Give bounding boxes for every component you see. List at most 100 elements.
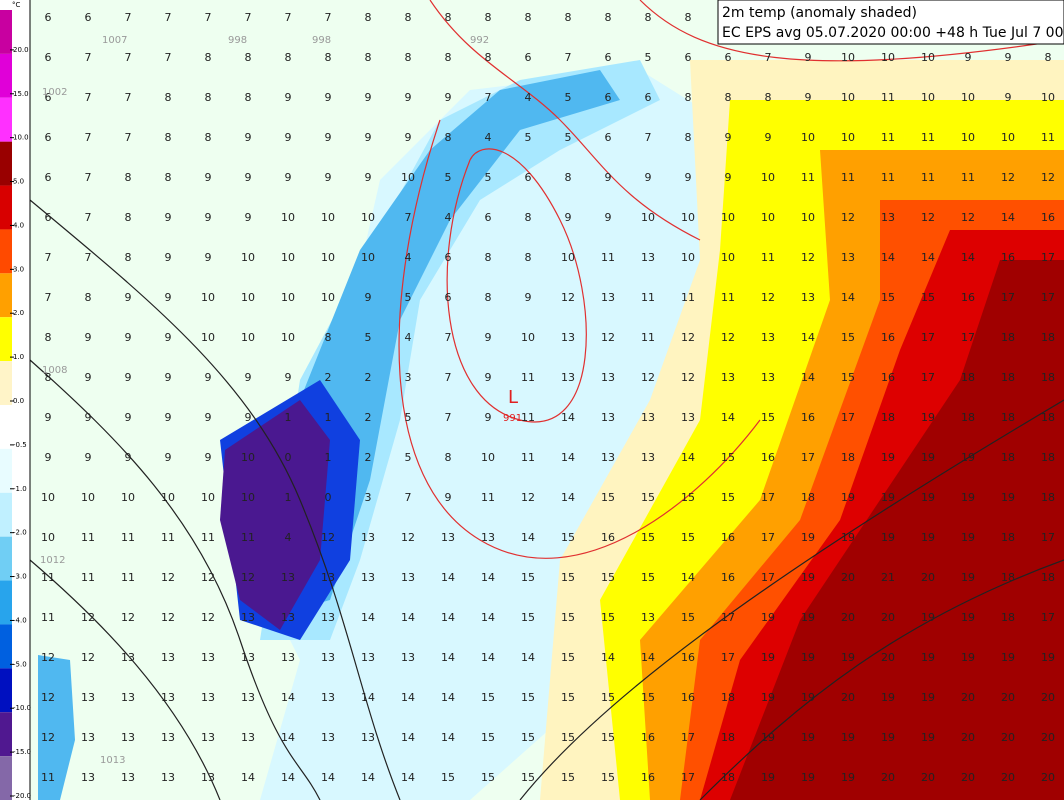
colorbar-label: 3.0 — [13, 265, 24, 273]
temperature-value: 12 — [801, 251, 815, 264]
temperature-value: 17 — [1041, 531, 1055, 544]
temperature-value: 13 — [201, 691, 215, 704]
temperature-value: 14 — [441, 651, 455, 664]
colorbar-swatch — [0, 536, 12, 581]
temperature-value: 13 — [241, 731, 255, 744]
temperature-value: 17 — [1041, 251, 1055, 264]
temperature-value: 14 — [601, 651, 615, 664]
temperature-value: 18 — [1041, 411, 1055, 424]
temperature-value: 9 — [605, 171, 612, 184]
temperature-value: 9 — [325, 91, 332, 104]
temperature-value: 2 — [365, 371, 372, 384]
temperature-value: 9 — [245, 371, 252, 384]
temperature-value: 12 — [841, 211, 855, 224]
temperature-value: 13 — [321, 731, 335, 744]
temperature-value: 19 — [801, 731, 815, 744]
temperature-value: 13 — [81, 731, 95, 744]
temperature-value: 10 — [1001, 131, 1015, 144]
temperature-value: 18 — [1001, 331, 1015, 344]
colorbar-swatch — [0, 756, 12, 800]
temperature-value: 20 — [1041, 691, 1055, 704]
colorbar-swatch — [0, 624, 12, 669]
temperature-value: 8 — [685, 131, 692, 144]
temperature-value: 14 — [361, 771, 375, 784]
temperature-value: 18 — [1041, 571, 1055, 584]
temperature-value: 15 — [481, 691, 495, 704]
temperature-value: 6 — [45, 171, 52, 184]
temperature-value: 9 — [125, 411, 132, 424]
temperature-value: 11 — [921, 131, 935, 144]
temperature-value: 19 — [801, 651, 815, 664]
temperature-value: 8 — [1045, 51, 1052, 64]
temperature-value: 12 — [321, 531, 335, 544]
temperature-value: 9 — [125, 291, 132, 304]
temperature-value: 14 — [521, 651, 535, 664]
temperature-value: 13 — [361, 571, 375, 584]
temperature-value: 13 — [681, 411, 695, 424]
temperature-value: 13 — [201, 771, 215, 784]
temperature-value: 15 — [521, 611, 535, 624]
temperature-value: 4 — [405, 251, 412, 264]
colorbar-label: 10.0 — [13, 134, 29, 142]
colorbar-label: 1.0 — [13, 353, 24, 361]
temperature-value: 8 — [485, 251, 492, 264]
temperature-value: 10 — [401, 171, 415, 184]
temperature-value: 11 — [521, 411, 535, 424]
temperature-value: 6 — [445, 251, 452, 264]
temperature-value: 19 — [921, 611, 935, 624]
temperature-value: 12 — [121, 611, 135, 624]
temperature-value: 2 — [365, 451, 372, 464]
temperature-value: 10 — [41, 531, 55, 544]
temperature-value: 9 — [165, 331, 172, 344]
temperature-value: 1 — [325, 411, 332, 424]
temperature-value: 9 — [405, 131, 412, 144]
temperature-value: 10 — [841, 131, 855, 144]
temperature-value: 9 — [85, 411, 92, 424]
colorbar-swatch — [0, 10, 12, 54]
temperature-value: 9 — [205, 251, 212, 264]
temperature-value: 14 — [481, 651, 495, 664]
temperature-value: 10 — [641, 211, 655, 224]
temperature-value: 6 — [605, 51, 612, 64]
colorbar-label: 15.0 — [13, 90, 29, 98]
temperature-value: 14 — [721, 411, 735, 424]
temperature-value: 12 — [521, 491, 535, 504]
temperature-value: 1 — [325, 451, 332, 464]
temperature-value: 10 — [281, 291, 295, 304]
temperature-value: 9 — [165, 211, 172, 224]
temperature-value: 15 — [601, 611, 615, 624]
temperature-value: 11 — [881, 91, 895, 104]
temperature-value: 13 — [761, 371, 775, 384]
temperature-value: 17 — [801, 451, 815, 464]
temperature-value: 20 — [1041, 731, 1055, 744]
temperature-value: 7 — [205, 11, 212, 24]
temperature-value: 10 — [681, 211, 695, 224]
temperature-value: 9 — [165, 411, 172, 424]
temperature-value: 10 — [801, 131, 815, 144]
isobar-label: 1002 — [42, 87, 67, 98]
temperature-value: 18 — [801, 491, 815, 504]
temperature-value: 5 — [525, 131, 532, 144]
temperature-value: 9 — [285, 171, 292, 184]
temperature-value: 8 — [685, 11, 692, 24]
temperature-value: 13 — [761, 331, 775, 344]
temperature-value: 9 — [365, 131, 372, 144]
temperature-value: 10 — [521, 331, 535, 344]
temperature-value: 19 — [841, 651, 855, 664]
temperature-value: 14 — [641, 651, 655, 664]
temperature-value: 9 — [245, 171, 252, 184]
colorbar-swatch — [0, 53, 12, 98]
temperature-value: 10 — [721, 251, 735, 264]
colorbar-swatch — [0, 580, 12, 625]
colorbar-swatch — [0, 97, 12, 142]
temperature-value: 16 — [1001, 251, 1015, 264]
temperature-value: 4 — [445, 211, 452, 224]
temperature-value: 8 — [765, 91, 772, 104]
temperature-value: 5 — [405, 411, 412, 424]
temperature-value: 11 — [641, 291, 655, 304]
temperature-value: 20 — [1001, 691, 1015, 704]
temperature-value: 18 — [1041, 331, 1055, 344]
temperature-value: 12 — [41, 651, 55, 664]
colorbar-label: 5.0 — [13, 178, 24, 186]
isobar-label: 992 — [470, 35, 489, 46]
